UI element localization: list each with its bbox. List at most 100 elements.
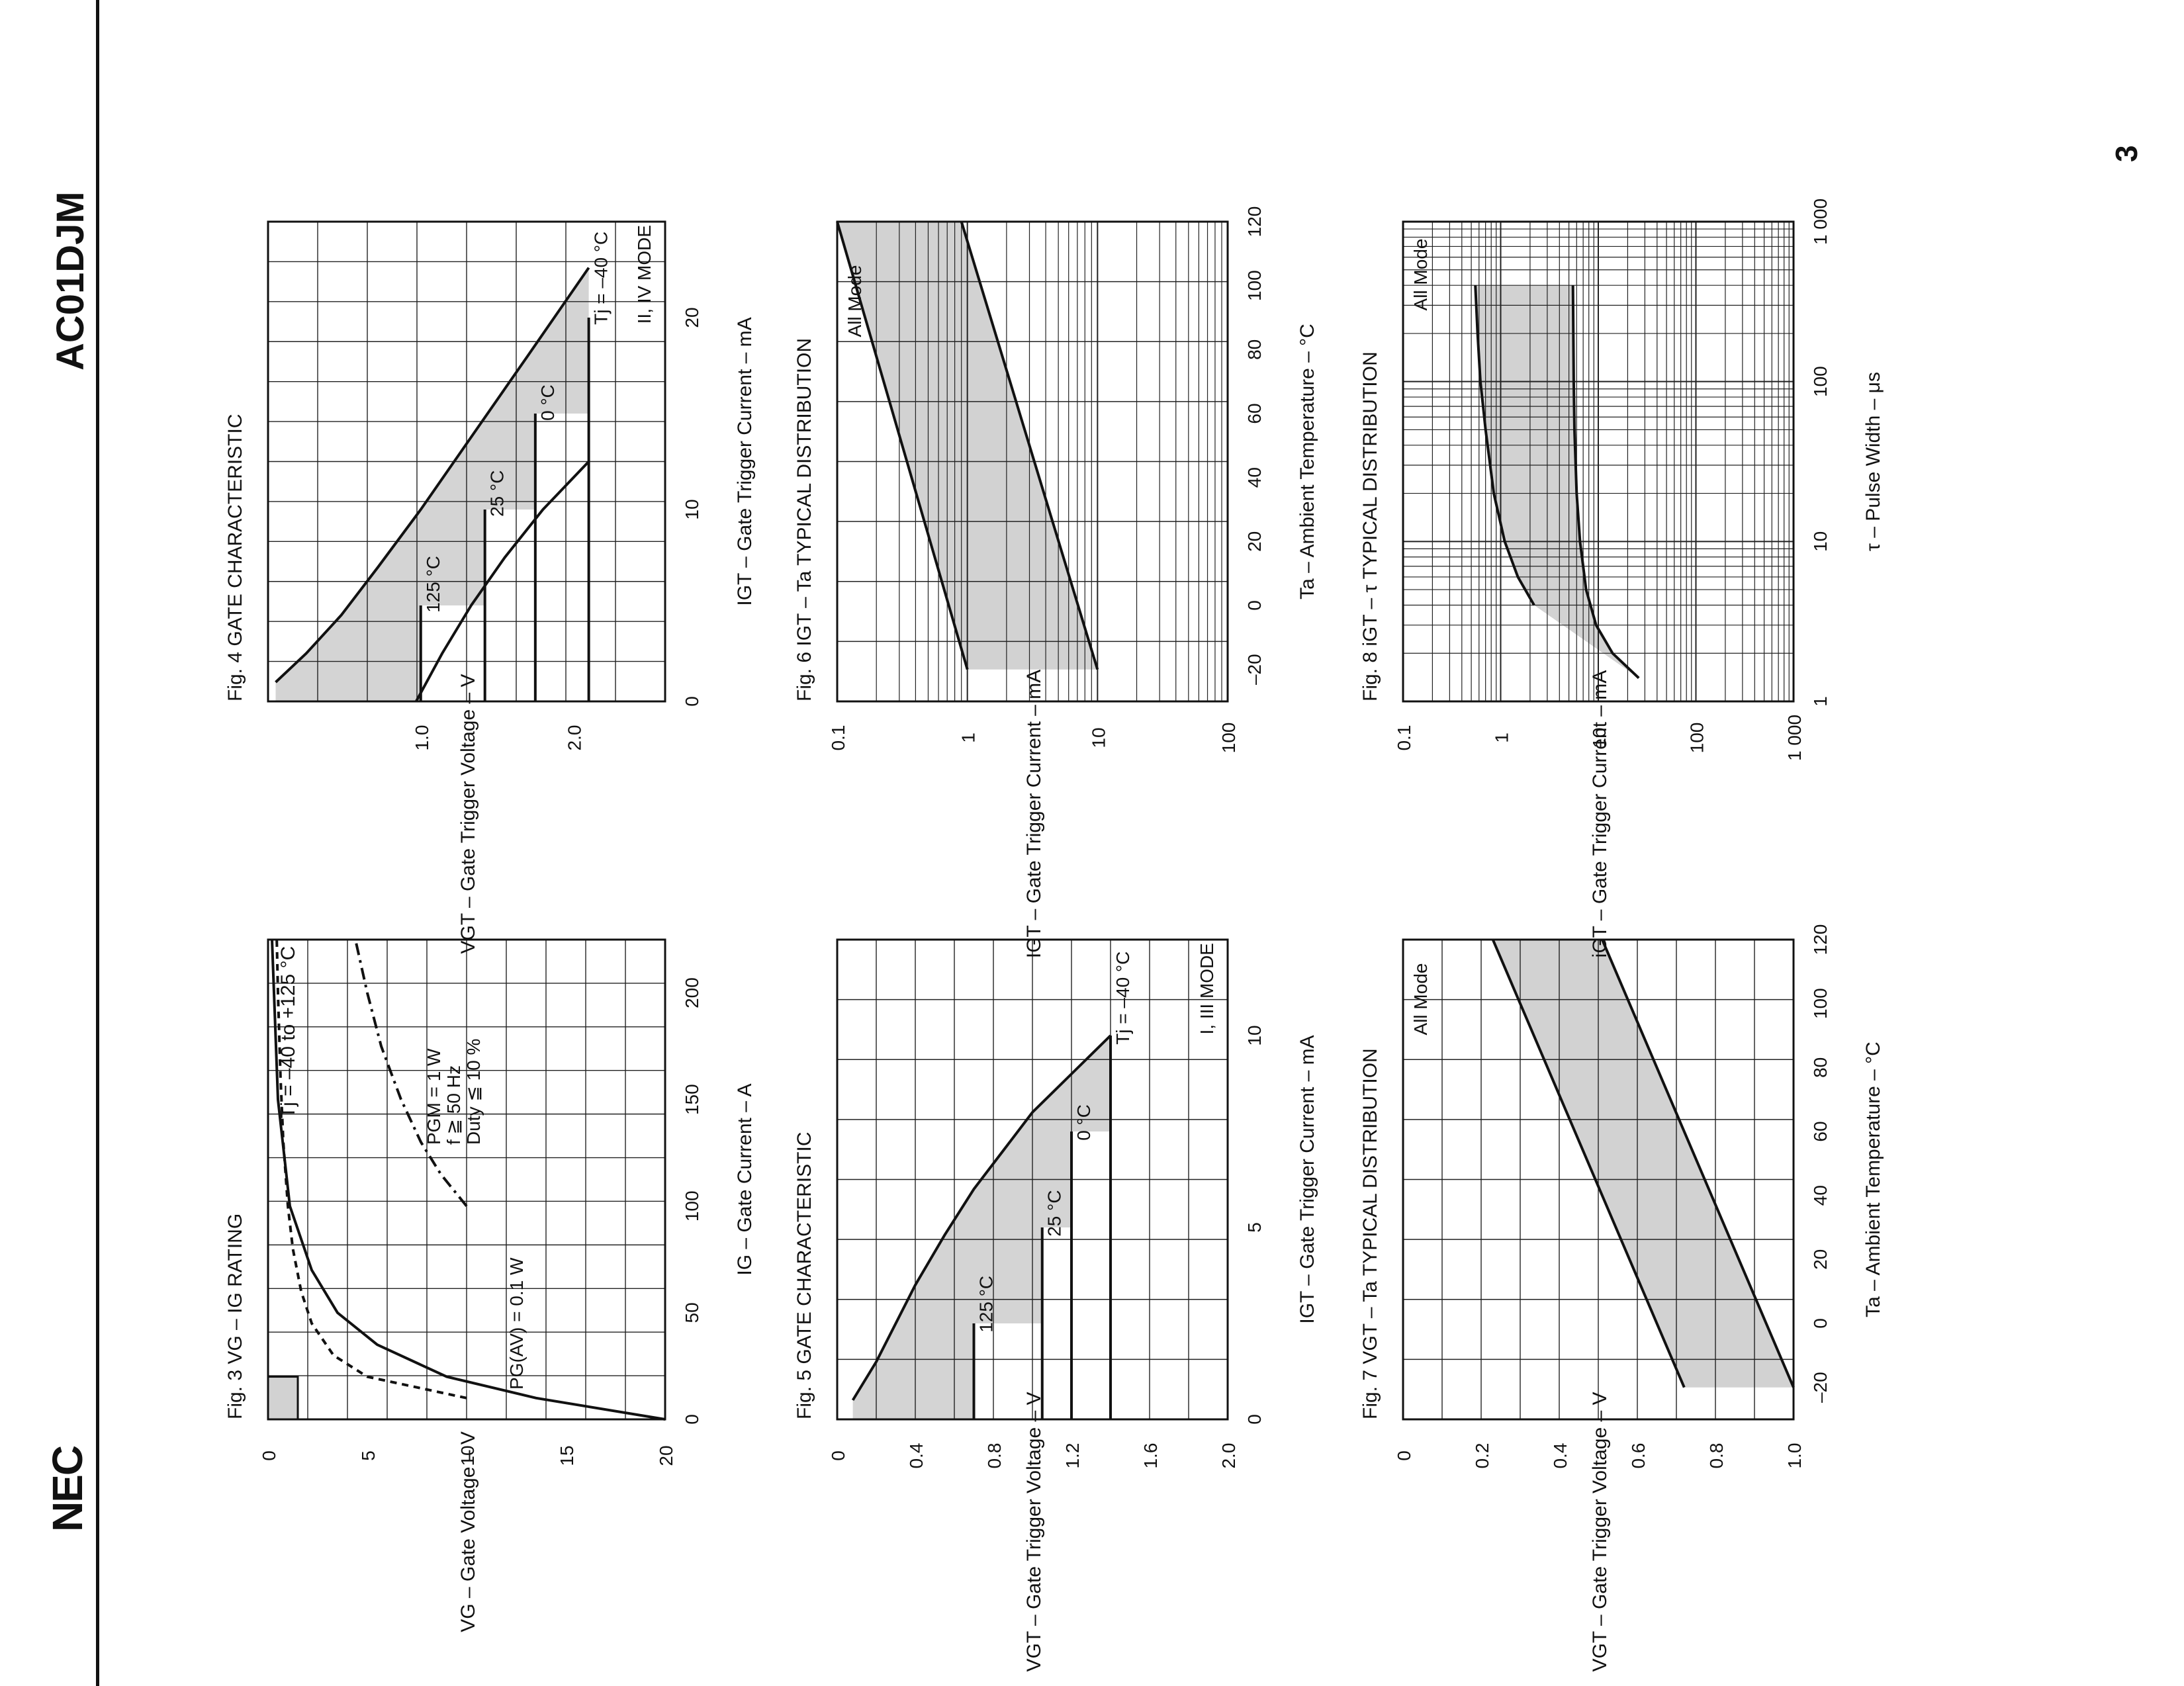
y-tick-label: 0.6: [1628, 1443, 1649, 1469]
x-axis-label: IG – Gate Current – A: [734, 1083, 756, 1275]
left-rule: [96, 0, 99, 1686]
distribution-band: [1492, 940, 1794, 1388]
y-tick-label: 2.0: [565, 725, 585, 751]
label-125c: 125 °C: [423, 556, 443, 613]
band-upper-line: [1571, 285, 1640, 680]
y-tick-label: 15: [557, 1445, 577, 1466]
y-axis-label: VGT – Gate Trigger Voltage – V: [1589, 1392, 1611, 1671]
plot-frame: [836, 938, 1229, 1421]
chart-title: Fig. 5 GATE CHARACTERISTIC: [794, 1131, 815, 1419]
y-tick-label: 0.8: [1706, 1443, 1727, 1469]
y-axis-label: iGT – Gate Trigger Current – mA: [1589, 670, 1611, 958]
annotation-tj: Tj = –40 to +125 °C: [277, 946, 299, 1119]
chart-title: Fig. 8 iGT – τ TYPICAL DISTRIBUTION: [1359, 351, 1381, 701]
y-tick-label: 2.0: [1218, 1443, 1239, 1469]
series-line: [354, 939, 468, 1208]
x-tick-label: 100: [682, 1190, 702, 1221]
y-tick-label: 100: [1218, 723, 1239, 754]
x-tick-label: 80: [1244, 339, 1265, 360]
y-tick-label: 0: [1394, 1450, 1414, 1461]
distribution-area: [852, 1036, 1111, 1419]
x-axis-label: τ – Pulse Width – μs: [1862, 372, 1884, 551]
y-tick-label: 5: [358, 1450, 379, 1461]
operating-box: [267, 1376, 299, 1421]
series-line: [275, 939, 467, 1399]
x-tick-label: 5: [1244, 1222, 1265, 1233]
fig8-plot: All Mode Fig. 8 iGT – τ TYPICAL DISTRIBUT…: [1359, 199, 1884, 957]
y-tick-label: 1: [958, 732, 979, 743]
fig5-plot: Tj = –40 °C 0 °C 25 °C 125 °C I, III MODE Fig…: [794, 938, 1318, 1672]
annotation-all-mode: All Mode: [1410, 239, 1431, 311]
y-tick-label: 1: [1492, 732, 1512, 743]
x-tick-label: 10: [1244, 1025, 1265, 1045]
plot-frame: [267, 938, 666, 1421]
y-tick-label: 1 000: [1784, 715, 1805, 761]
x-tick-label: 0: [1244, 600, 1265, 611]
y-tick-label: 0.4: [906, 1443, 927, 1469]
y-tick-label: 0.1: [1394, 725, 1414, 751]
x-tick-label: 10: [682, 499, 702, 519]
label-125c: 125 °C: [976, 1276, 997, 1333]
band-upper-line: [960, 221, 1099, 670]
y-tick-label: 100: [1687, 723, 1707, 754]
band-lower-line: [836, 221, 969, 670]
annotation-pgm: PGM = 1 W: [424, 1048, 444, 1145]
distribution-band: [1475, 285, 1639, 678]
x-tick-label: 80: [1810, 1057, 1831, 1078]
x-tick-label: 60: [1810, 1121, 1831, 1141]
x-tick-label: 120: [1810, 924, 1831, 955]
chart-title: Fig. 6 IGT – Ta TYPICAL DISTRIBUTION: [794, 338, 815, 701]
y-axis-label: IGT – Gate Trigger Current – mA: [1023, 670, 1045, 958]
x-tick-label: 0: [682, 1414, 702, 1425]
y-tick-label: 1.0: [412, 725, 432, 751]
fig7-plot: All Mode Fig. 7 VGT – Ta TYPICAL DISTRIBU…: [1359, 924, 1884, 1672]
x-tick-label: 40: [1244, 467, 1265, 488]
x-axis-label: Ta – Ambient Temperature – °C: [1297, 324, 1318, 599]
y-tick-label: 0.1: [828, 725, 848, 751]
x-tick-label: 20: [682, 307, 702, 328]
y-axis-label: VG – Gate Voltage – V: [457, 1431, 479, 1632]
x-tick-label: 0: [1244, 1414, 1265, 1425]
x-tick-label: 0: [682, 696, 702, 707]
x-tick-label: 150: [682, 1084, 702, 1115]
x-tick-label: 100: [1810, 366, 1831, 397]
x-tick-label: 100: [1244, 270, 1265, 301]
x-tick-label: 40: [1810, 1185, 1831, 1206]
y-tick-label: 0: [828, 1450, 848, 1461]
label-25c: 25 °C: [1044, 1190, 1065, 1236]
y-tick-label: 1.6: [1140, 1443, 1161, 1469]
y-tick-label: 20: [656, 1445, 676, 1466]
label-25c: 25 °C: [487, 470, 508, 517]
series-line: [271, 939, 666, 1421]
x-tick-label: 60: [1244, 403, 1265, 423]
y-tick-label: 0: [259, 1450, 279, 1461]
label-tj-minus40: Tj = –40 °C: [1113, 952, 1133, 1045]
x-tick-label: 20: [1244, 531, 1265, 552]
y-axis-label: VGT – Gate Trigger Voltage – V: [457, 674, 479, 954]
annotation-all-mode: All Mode: [1410, 963, 1431, 1036]
x-tick-label: 120: [1244, 206, 1265, 238]
y-tick-label: 1.0: [1784, 1443, 1805, 1469]
y-axis-label: VGT – Gate Trigger Voltage – V: [1023, 1392, 1045, 1671]
x-axis-label: IGT – Gate Trigger Current – mA: [1297, 1035, 1318, 1323]
y-tick-label: 0.8: [984, 1443, 1005, 1469]
envelope-right: [851, 1034, 1112, 1401]
plot-frame: [836, 220, 1229, 703]
x-tick-label: –20: [1244, 654, 1265, 685]
label-0c: 0 °C: [1073, 1104, 1094, 1141]
y-tick-label: 0.4: [1550, 1443, 1570, 1469]
x-tick-label: 0: [1810, 1318, 1831, 1329]
band-upper-line: [1601, 939, 1795, 1388]
fig6-plot: All Mode Fig. 6 IGT – Ta TYPICAL DISTRIBU…: [794, 206, 1318, 959]
band-lower-line: [1491, 939, 1686, 1388]
label-tj-minus40: Tj = –40 °C: [591, 232, 612, 325]
label-0c: 0 °C: [537, 384, 558, 421]
band-lower-line: [1474, 285, 1535, 606]
fig4-plot: Tj = –40 °C 0 °C 25 °C 125 °C II, IV MODE Fig…: [224, 220, 756, 954]
x-tick-label: 1 000: [1810, 199, 1831, 245]
y-tick-label: 0.2: [1472, 1443, 1492, 1469]
y-tick-label: 10: [1589, 727, 1610, 748]
plot-frame: [267, 220, 666, 703]
